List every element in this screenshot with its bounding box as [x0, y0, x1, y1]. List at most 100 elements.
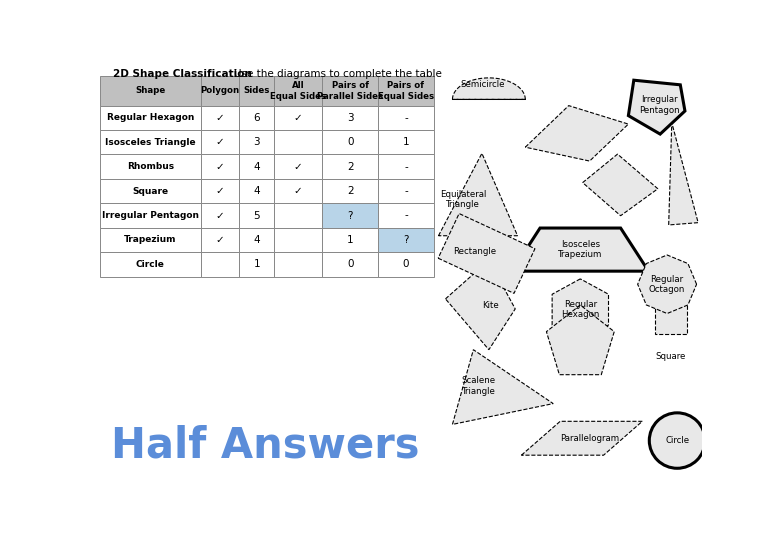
Text: Irregular Pentagon: Irregular Pentagon: [101, 211, 199, 220]
Polygon shape: [525, 106, 629, 161]
Polygon shape: [512, 228, 648, 271]
Text: ✓: ✓: [215, 137, 225, 147]
Bar: [200, 130, 239, 154]
Bar: [239, 203, 275, 228]
Text: 2: 2: [347, 161, 353, 172]
Bar: [275, 252, 322, 276]
Polygon shape: [438, 213, 535, 293]
Text: 1: 1: [402, 137, 410, 147]
Text: Square: Square: [132, 187, 168, 195]
Bar: [275, 203, 322, 228]
Text: 0: 0: [402, 259, 410, 269]
Text: Half Answers: Half Answers: [112, 425, 420, 467]
Bar: [239, 179, 275, 203]
Text: Square: Square: [656, 352, 686, 361]
Text: -: -: [404, 161, 408, 172]
Bar: [275, 76, 322, 106]
Text: Circle: Circle: [136, 260, 165, 269]
Bar: [200, 106, 239, 130]
Text: ?: ?: [347, 211, 353, 220]
Bar: [322, 106, 378, 130]
Text: 0: 0: [347, 259, 353, 269]
Text: Circle: Circle: [665, 436, 690, 445]
Bar: [239, 76, 275, 106]
Bar: [100, 252, 200, 276]
Polygon shape: [638, 255, 697, 314]
Bar: [239, 252, 275, 276]
Text: Pairs of
Parallel Sides: Pairs of Parallel Sides: [317, 82, 383, 100]
Bar: [200, 154, 239, 179]
Polygon shape: [552, 279, 608, 340]
Text: Regular
Octagon: Regular Octagon: [649, 274, 686, 294]
Text: 2D Shape Classification: 2D Shape Classification: [113, 69, 252, 79]
Bar: [200, 252, 239, 276]
Bar: [378, 106, 434, 130]
Text: Sides: Sides: [243, 86, 270, 96]
Bar: [100, 76, 200, 106]
Polygon shape: [668, 123, 698, 225]
Bar: [100, 130, 200, 154]
Text: ✓: ✓: [215, 235, 225, 245]
Polygon shape: [521, 421, 642, 455]
Text: Rhombus: Rhombus: [126, 162, 174, 171]
Circle shape: [649, 413, 705, 468]
Bar: [100, 179, 200, 203]
Text: ✓: ✓: [215, 186, 225, 196]
Bar: [322, 252, 378, 276]
Text: ✓: ✓: [215, 161, 225, 172]
Text: -: -: [404, 186, 408, 196]
Text: ✓: ✓: [294, 113, 303, 123]
Bar: [100, 203, 200, 228]
Bar: [200, 76, 239, 106]
Text: ✓: ✓: [215, 113, 225, 123]
Polygon shape: [547, 305, 614, 375]
Text: Trapezium: Trapezium: [124, 235, 176, 245]
Bar: [275, 179, 322, 203]
Bar: [378, 203, 434, 228]
Bar: [378, 76, 434, 106]
Text: 6: 6: [254, 113, 260, 123]
Polygon shape: [452, 78, 525, 99]
Bar: [378, 179, 434, 203]
Text: Regular
Hexagon: Regular Hexagon: [561, 300, 600, 319]
Text: Irregular
Pentagon: Irregular Pentagon: [639, 95, 679, 114]
Text: ✓: ✓: [215, 211, 225, 220]
Polygon shape: [629, 80, 685, 134]
Polygon shape: [654, 299, 687, 334]
Text: Equilateral
Triangle: Equilateral Triangle: [440, 190, 487, 209]
Bar: [239, 154, 275, 179]
Text: Polygon: Polygon: [200, 86, 239, 96]
Bar: [200, 228, 239, 252]
Text: 0: 0: [347, 137, 353, 147]
Polygon shape: [583, 154, 658, 215]
Polygon shape: [452, 350, 553, 424]
Text: Isosceles Triangle: Isosceles Triangle: [105, 138, 196, 147]
Text: Parallelogram: Parallelogram: [560, 434, 619, 443]
Text: Pairs of
Equal Sides: Pairs of Equal Sides: [378, 82, 434, 100]
Bar: [200, 179, 239, 203]
Bar: [275, 106, 322, 130]
Bar: [100, 154, 200, 179]
Text: All
Equal Sides: All Equal Sides: [270, 82, 326, 100]
Text: ✓: ✓: [294, 186, 303, 196]
Bar: [275, 130, 322, 154]
Text: Kite: Kite: [482, 301, 498, 309]
Text: 5: 5: [254, 211, 260, 220]
Text: 1: 1: [347, 235, 353, 245]
Bar: [378, 154, 434, 179]
Text: 4: 4: [254, 235, 260, 245]
Bar: [200, 203, 239, 228]
Bar: [322, 228, 378, 252]
Text: -: -: [404, 211, 408, 220]
Text: 4: 4: [254, 161, 260, 172]
Text: 3: 3: [254, 137, 260, 147]
Text: Shape: Shape: [135, 86, 165, 96]
Bar: [322, 76, 378, 106]
Text: ✓: ✓: [294, 161, 303, 172]
Polygon shape: [438, 153, 518, 236]
Bar: [239, 106, 275, 130]
Text: Regular Hexagon: Regular Hexagon: [107, 113, 194, 123]
Bar: [275, 154, 322, 179]
Bar: [239, 228, 275, 252]
Bar: [322, 179, 378, 203]
